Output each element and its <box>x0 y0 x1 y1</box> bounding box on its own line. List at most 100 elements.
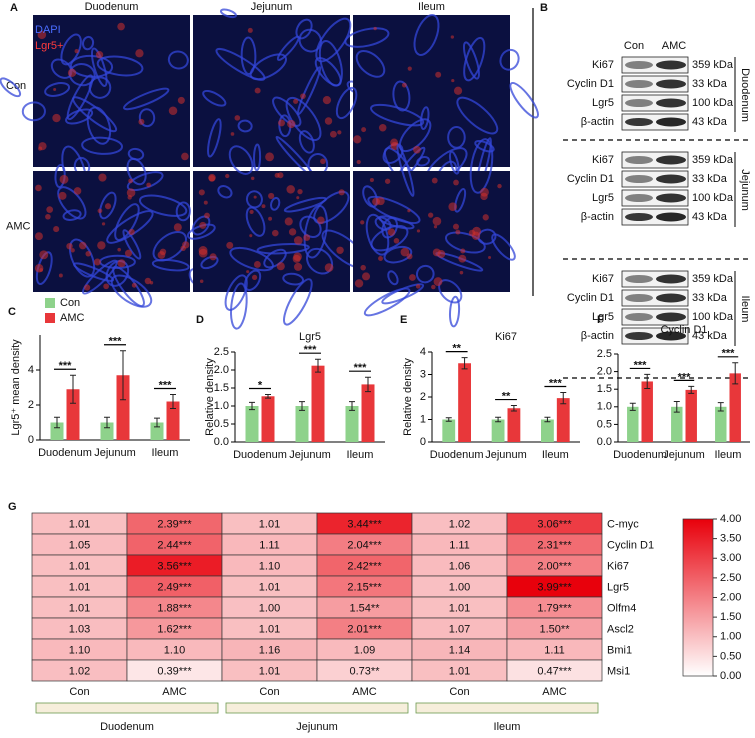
x-tick-label: Jejunum <box>485 449 527 461</box>
error-bar <box>717 402 724 412</box>
crypt <box>298 28 323 53</box>
y-axis-label: Lgr5⁺ mean density <box>10 339 22 436</box>
lgr5-signal <box>455 229 461 235</box>
significance-label: *** <box>722 348 736 360</box>
lgr5-signal <box>182 241 190 249</box>
crypt <box>303 204 328 259</box>
y-tick-label: 0.0 <box>597 436 612 448</box>
cell-label: 1.05 <box>69 539 90 551</box>
micrograph <box>33 15 190 167</box>
cell-label: 2.00*** <box>537 560 572 572</box>
cell-label: 1.79*** <box>537 602 572 614</box>
x-tick-label: Ileum <box>542 449 569 461</box>
group-label: Jejunum <box>739 169 751 211</box>
crypt <box>114 203 140 241</box>
x-tick-label: Jejunum <box>94 447 136 459</box>
significance-label: *** <box>59 360 73 372</box>
protein-label: Lgr5 <box>592 97 614 109</box>
size-label: 43 kDa <box>692 330 728 342</box>
crypt <box>335 86 358 120</box>
protein-label: Cyclin D1 <box>567 78 614 90</box>
lgr5-signal <box>35 184 42 192</box>
band <box>656 117 686 127</box>
lgr5-signal <box>272 229 279 237</box>
bar <box>556 398 570 442</box>
cell-label: 1.02 <box>449 518 470 530</box>
lgr5-signal <box>293 98 299 104</box>
lgr5-signal <box>413 145 421 154</box>
lgr5-signal <box>203 200 208 205</box>
cell-label: 2.04*** <box>347 539 382 551</box>
crypt <box>383 245 413 264</box>
significance-label: ** <box>452 343 461 355</box>
error-bar <box>54 416 60 429</box>
cell-label: 1.07 <box>449 623 470 635</box>
cell-label: 1.01 <box>69 581 90 593</box>
cell-label: 1.09 <box>354 644 375 656</box>
lgr5-signal <box>104 203 112 210</box>
protein-label: Ki67 <box>592 154 614 166</box>
channel-label: DAPI <box>35 24 61 36</box>
cell-label: 1.01 <box>259 623 280 635</box>
crypt <box>509 81 539 119</box>
lgr5-signal <box>292 254 301 263</box>
cell-label: 1.01 <box>259 665 280 677</box>
lgr5-signal <box>84 284 91 291</box>
lgr5-signal <box>330 130 337 138</box>
crypt <box>57 186 87 220</box>
band <box>625 175 653 183</box>
crypt <box>462 41 480 80</box>
lgr5-signal <box>324 263 334 272</box>
lgr5-signal <box>322 96 332 105</box>
x-tick-label: Duodenum <box>233 449 287 461</box>
lgr5-signal <box>199 221 207 229</box>
lgr5-signal <box>95 51 104 59</box>
bar <box>458 363 471 442</box>
lgr5-signal <box>401 82 407 88</box>
lgr5-signal <box>58 191 67 200</box>
y-tick-label: 2.0 <box>214 364 229 376</box>
lgr5-signal <box>157 251 166 259</box>
cell-label: 1.02 <box>69 665 90 677</box>
lgr5-signal <box>400 247 410 257</box>
cell-label: 0.73** <box>350 665 381 677</box>
cell-label: 2.49*** <box>157 581 192 593</box>
band <box>656 331 686 341</box>
colorbar-label: 2.50 <box>720 572 741 584</box>
error-bar <box>560 392 567 405</box>
panel-label: E <box>400 314 407 326</box>
column-label: AMC <box>352 686 377 698</box>
micrograph <box>193 15 350 167</box>
error-bar <box>265 393 271 399</box>
lgr5-signal <box>372 197 380 206</box>
colorbar-label: 3.50 <box>720 533 741 545</box>
legend-swatch <box>45 313 55 323</box>
y-tick-label: 2.5 <box>214 346 229 358</box>
size-label: 100 kDa <box>692 192 734 204</box>
column-label: AMC <box>542 686 567 698</box>
cell-label: 1.54** <box>350 602 381 614</box>
cell-label: 1.10 <box>259 560 280 572</box>
lgr5-signal <box>98 173 107 182</box>
cell-label: 3.99*** <box>537 581 572 593</box>
crypt <box>60 33 82 66</box>
crypt <box>253 143 262 172</box>
y-tick-label: 4 <box>420 346 426 358</box>
lgr5-signal <box>453 86 463 95</box>
lgr5-signal <box>74 48 79 54</box>
size-label: 100 kDa <box>692 311 734 323</box>
lgr5-signal <box>34 263 44 273</box>
legend-label: AMC <box>60 312 85 324</box>
lgr5-signal <box>288 228 297 236</box>
lgr5-signal <box>297 188 303 195</box>
significance-label: *** <box>549 377 563 389</box>
crypt <box>344 27 390 48</box>
lgr5-signal <box>409 274 416 281</box>
lgr5-signal <box>53 226 60 233</box>
lgr5-signal <box>37 30 47 40</box>
lgr5-signal <box>250 176 255 181</box>
crypt <box>448 295 461 328</box>
row-label: Cyclin D1 <box>607 539 654 551</box>
protein-label: β-actin <box>581 211 614 223</box>
